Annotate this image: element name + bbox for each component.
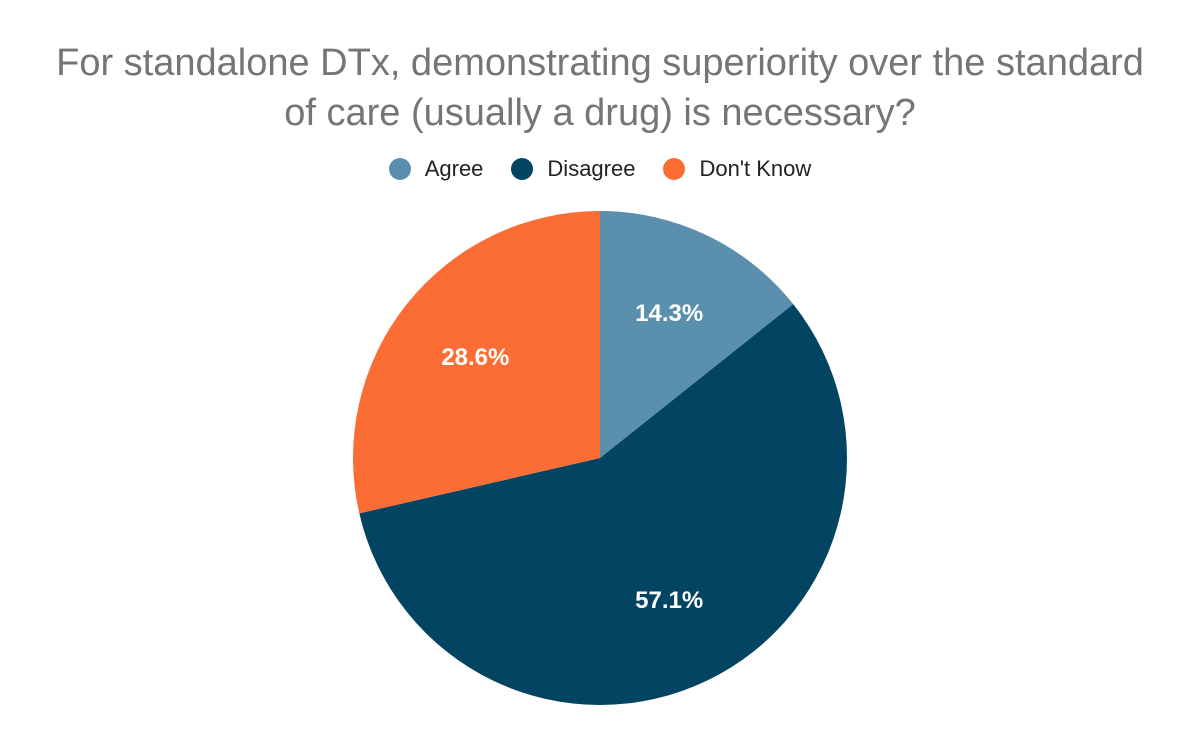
legend-swatch-agree <box>388 158 411 180</box>
pie-slice-dont-know[interactable] <box>353 211 600 514</box>
legend-item-agree[interactable]: Agree <box>388 156 484 182</box>
legend-item-dont-know[interactable]: Don't Know <box>663 156 811 182</box>
legend: Agree Disagree Don't Know <box>0 156 1200 182</box>
slice-label-disagree: 57.1% <box>635 587 703 614</box>
chart-title: For standalone DTx, demonstrating superi… <box>0 38 1200 138</box>
legend-label-dont-know: Don't Know <box>699 156 812 181</box>
slice-label-dont-know: 28.6% <box>441 344 509 371</box>
chart-title-line-1: For standalone DTx, demonstrating superi… <box>56 42 1144 84</box>
chart-title-line-2: of care (usually a drug) is necessary? <box>284 92 916 134</box>
legend-swatch-disagree <box>511 158 534 180</box>
legend-item-disagree[interactable]: Disagree <box>511 156 635 182</box>
legend-swatch-dont-know <box>663 158 686 180</box>
pie-slice-agree[interactable] <box>600 211 794 458</box>
pie-slice-disagree[interactable] <box>359 304 847 705</box>
legend-label-agree: Agree <box>424 156 484 181</box>
slice-label-agree: 14.3% <box>635 300 703 327</box>
legend-label-disagree: Disagree <box>547 156 636 181</box>
